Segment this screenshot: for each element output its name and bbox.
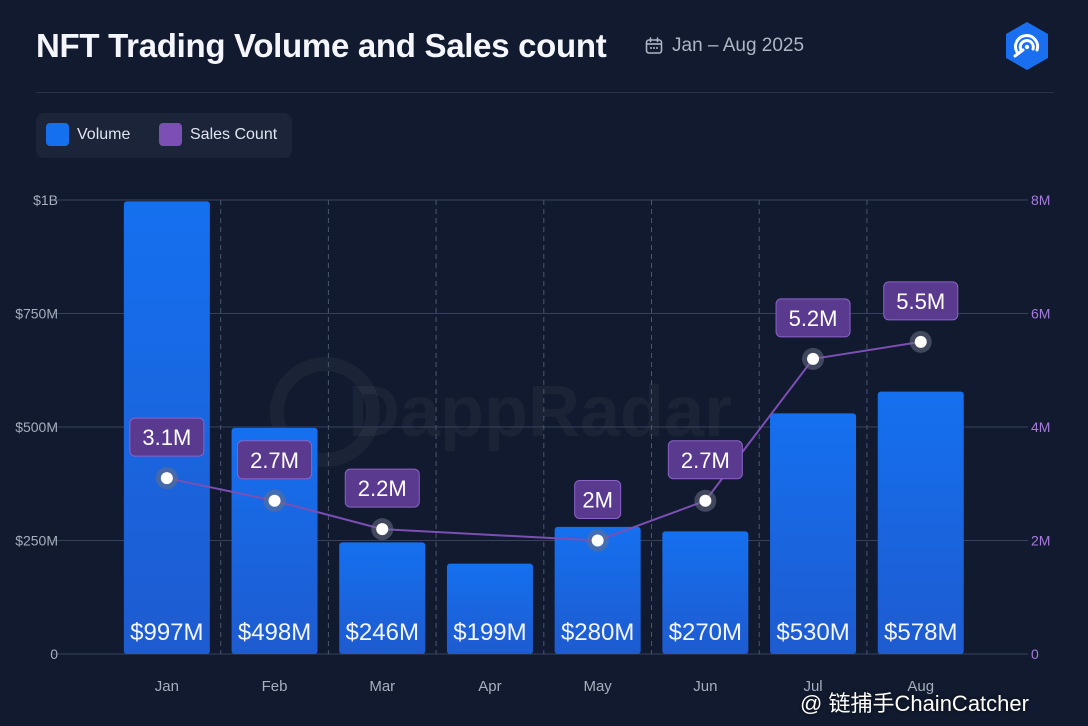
y-left-tick-label: $250M <box>15 533 58 549</box>
y-right-tick-label: 6M <box>1031 306 1050 322</box>
date-range-text: Jan – Aug 2025 <box>672 35 805 56</box>
x-tick-label: Jun <box>693 678 717 695</box>
point-value-label: 2.7M <box>681 448 730 473</box>
point-value-label: 2.2M <box>358 476 407 501</box>
x-tick-label: May <box>583 678 612 695</box>
bar-volume <box>446 563 533 654</box>
legend-label-volume: Volume <box>77 125 131 143</box>
bar-volume <box>339 542 426 654</box>
x-tick-label: Apr <box>478 678 501 695</box>
point-value-label: 5.2M <box>789 306 838 331</box>
bar-value-label: $498M <box>238 619 311 646</box>
legend-swatch-sales-count <box>159 123 182 146</box>
x-tick-label: Jul <box>803 678 822 695</box>
dappradar-logo-icon <box>1006 22 1048 70</box>
point-sales-count <box>268 494 281 507</box>
chart-header: NFT Trading Volume and Sales count Jan –… <box>0 0 1088 92</box>
point-sales-count <box>376 523 389 536</box>
y-left-tick-label: $750M <box>15 306 58 322</box>
point-label-box <box>129 417 205 457</box>
legend-swatch-volume <box>46 123 69 146</box>
corner-watermark: @ 链捕手ChainCatcher <box>800 686 1029 718</box>
point-label-box <box>237 440 313 480</box>
y-right-tick-label: 8M <box>1031 192 1050 208</box>
point-label-box <box>574 480 622 519</box>
point-value-label: 2.7M <box>250 448 299 473</box>
bar-value-label: $530M <box>776 619 849 646</box>
calendar-icon <box>645 37 663 54</box>
point-sales-count <box>699 494 712 507</box>
x-tick-label: Jan <box>155 678 179 695</box>
point-label-box <box>775 298 851 338</box>
brand-watermark: DappRadar <box>348 372 732 452</box>
point-sales-count <box>591 534 604 547</box>
bar-volume <box>877 391 964 654</box>
point-sales-count <box>914 335 927 348</box>
legend-label-sales-count: Sales Count <box>190 125 278 143</box>
point-label-box <box>883 281 959 321</box>
x-tick-label: Aug <box>907 678 934 695</box>
bar-volume <box>662 531 749 654</box>
header-divider <box>36 92 1054 93</box>
bar-value-label: $270M <box>669 619 742 646</box>
point-label-box <box>344 468 420 508</box>
point-value-label: 2M <box>582 488 613 513</box>
y-right-tick-label: 4M <box>1031 419 1050 435</box>
bar-value-label: $997M <box>130 619 203 646</box>
x-tick-label: Feb <box>262 678 288 695</box>
point-sales-count <box>160 472 173 485</box>
point-value-label: 5.5M <box>896 289 945 314</box>
y-left-tick-label: $500M <box>15 419 58 435</box>
brand-watermark-ring-icon <box>270 357 380 467</box>
legend-item-volume[interactable]: Volume <box>46 123 130 146</box>
y-left-tick-label: 0 <box>50 646 58 662</box>
chart-title: NFT Trading Volume and Sales count <box>36 27 607 64</box>
bar-value-label: $280M <box>561 619 634 646</box>
legend-item-sales-count[interactable]: Sales Count <box>159 123 277 146</box>
chart-legend: Volume Sales Count <box>36 113 292 158</box>
bar-value-label: $578M <box>884 619 957 646</box>
y-left-tick-label: $1B <box>33 192 58 208</box>
bar-volume <box>231 427 318 654</box>
point-label-box <box>667 440 743 480</box>
bar-volume <box>554 526 641 654</box>
corner-watermark-text: @ 链捕手ChainCatcher <box>800 691 1029 716</box>
x-tick-label: Mar <box>369 678 395 695</box>
point-value-label: 3.1M <box>142 425 191 450</box>
bar-volume <box>770 413 857 654</box>
bar-value-label: $199M <box>453 619 526 646</box>
y-right-tick-label: 0 <box>1031 646 1039 662</box>
point-sales-count <box>807 352 820 365</box>
date-range: Jan – Aug 2025 <box>645 35 804 57</box>
bar-value-label: $246M <box>346 619 419 646</box>
y-right-tick-label: 2M <box>1031 533 1050 549</box>
